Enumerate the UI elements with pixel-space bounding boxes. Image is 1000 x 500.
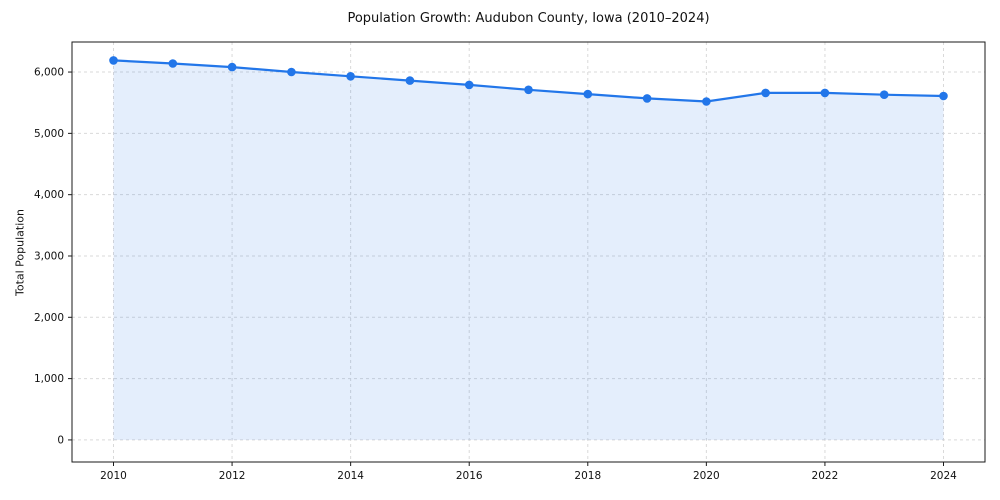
x-tick-label: 2018	[574, 470, 601, 482]
data-point-marker	[346, 72, 355, 81]
data-point-marker	[524, 85, 533, 95]
plot-border	[71, 41, 986, 463]
x-tick-label: 2012	[219, 470, 246, 482]
x-tick-label: 2014	[337, 470, 364, 482]
data-point-marker	[287, 67, 296, 77]
data-point-marker	[761, 88, 770, 98]
y-tick-label: 4,000	[34, 189, 64, 201]
y-tick-label: 6,000	[34, 67, 64, 79]
data-point-marker	[879, 90, 889, 99]
area-fill	[113, 60, 944, 440]
data-point-marker	[642, 94, 652, 103]
x-tick-label: 2024	[930, 470, 957, 482]
y-tick-label: 1,000	[34, 373, 64, 385]
data-point-marker	[109, 56, 118, 65]
data-point-marker	[227, 62, 237, 72]
data-point-marker	[702, 97, 711, 106]
data-point-marker	[583, 89, 593, 99]
data-point-marker	[939, 91, 948, 101]
y-tick-label: 3,000	[34, 250, 64, 262]
grid	[72, 42, 985, 462]
data-point-marker	[405, 76, 415, 85]
x-tick-label: 2022	[812, 470, 839, 482]
data-point-marker	[820, 88, 830, 98]
chart-title: Population Growth: Audubon County, Iowa …	[347, 11, 710, 26]
y-axis-label: Total Population	[13, 209, 27, 296]
x-tick-label: 2010	[100, 470, 127, 482]
data-point-marker	[464, 80, 474, 90]
data-point-marker	[168, 59, 178, 68]
x-tick-label: 2020	[693, 470, 720, 482]
y-tick-label: 2,000	[34, 312, 64, 324]
y-tick-label: 0	[57, 434, 64, 446]
x-tick-label: 2016	[456, 470, 483, 482]
y-tick-label: 5,000	[34, 128, 64, 140]
